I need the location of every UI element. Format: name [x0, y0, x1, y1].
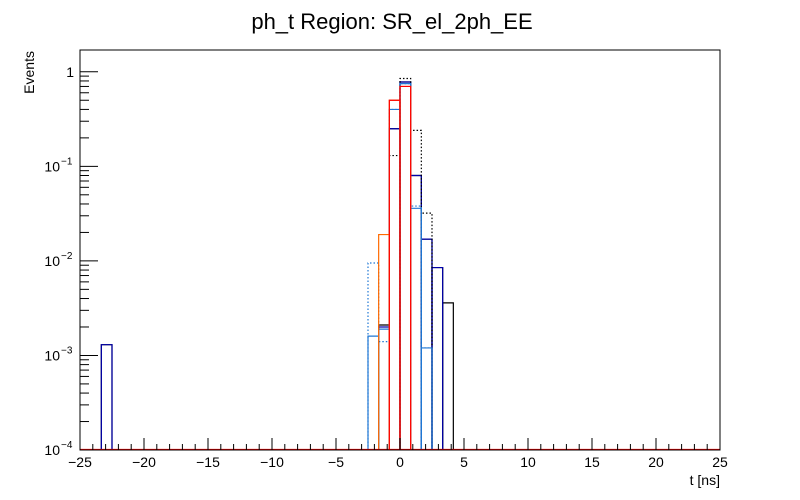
histogram-series-6: [388, 85, 412, 450]
plot-frame: [79, 49, 721, 451]
x-tick-label: −5: [328, 454, 344, 470]
x-tick-label: 25: [712, 454, 728, 470]
histogram-bin: [399, 81, 412, 450]
y-tick-exponent: −4: [61, 440, 73, 451]
histogram-bin: [388, 99, 401, 450]
histogram-bin: [388, 128, 401, 450]
histogram-bin: [378, 341, 390, 450]
histogram-bin: [399, 85, 412, 450]
x-tick-label: 10: [520, 454, 536, 470]
x-tick-label: 0: [396, 454, 404, 470]
y-tick-exponent: −3: [61, 345, 73, 356]
histogram-series-5: [378, 85, 412, 450]
histogram-bin: [399, 83, 412, 450]
histogram-bin: [410, 207, 422, 450]
y-tick-label: 10: [44, 347, 60, 363]
histogram-series-group: [80, 77, 720, 451]
x-tick-label: −10: [260, 454, 284, 470]
histogram-bin: [420, 238, 433, 450]
x-tick-label: −25: [68, 454, 92, 470]
chart-title: ph_t Region: SR_el_2ph_EE: [251, 9, 532, 34]
histogram-bin: [410, 205, 422, 450]
y-tick-label: 10: [44, 158, 60, 174]
histogram-bin: [442, 302, 454, 450]
histogram-bin: [388, 99, 401, 450]
x-axis-label: t [ns]: [690, 472, 720, 488]
histogram-bin: [378, 233, 390, 450]
y-tick-label: 1: [66, 64, 74, 80]
histogram-bin: [420, 212, 433, 450]
y-tick-label: 10: [44, 253, 60, 269]
histogram-bin: [388, 108, 401, 450]
histogram-bin: [367, 262, 380, 450]
x-tick-label: 20: [648, 454, 664, 470]
histogram-bin: [388, 108, 401, 450]
x-tick-label: 15: [584, 454, 600, 470]
histogram-bin: [399, 85, 412, 450]
histogram-bin: [420, 347, 433, 450]
y-tick-label: 10: [44, 442, 60, 458]
x-tick-label: −20: [132, 454, 156, 470]
histogram-bin: [378, 328, 390, 450]
histogram-bin: [410, 174, 422, 450]
histogram-bin: [100, 344, 113, 450]
x-tick-label: −15: [196, 454, 220, 470]
histogram-bin: [420, 238, 433, 450]
y-tick-exponent: −1: [61, 156, 73, 167]
histogram-series-1: [100, 81, 444, 450]
y-tick-exponent: −2: [61, 251, 73, 262]
histogram-bin: [399, 83, 412, 450]
x-tick-label: 5: [460, 454, 468, 470]
histogram-bin: [399, 77, 412, 450]
histogram-bin: [410, 174, 422, 450]
y-axis-label: Events: [21, 51, 37, 94]
histogram-bin: [378, 324, 390, 450]
histogram-bin: [100, 344, 113, 450]
histogram-bin: [410, 129, 422, 450]
histogram-bin: [367, 335, 380, 450]
histogram-bin: [378, 326, 390, 450]
histogram-bin: [431, 266, 444, 450]
histogram-bin: [431, 266, 444, 450]
histogram-bin: [420, 347, 433, 450]
histogram-bin: [399, 81, 412, 450]
histogram-bin: [388, 128, 401, 450]
histogram-bin: [388, 154, 401, 450]
